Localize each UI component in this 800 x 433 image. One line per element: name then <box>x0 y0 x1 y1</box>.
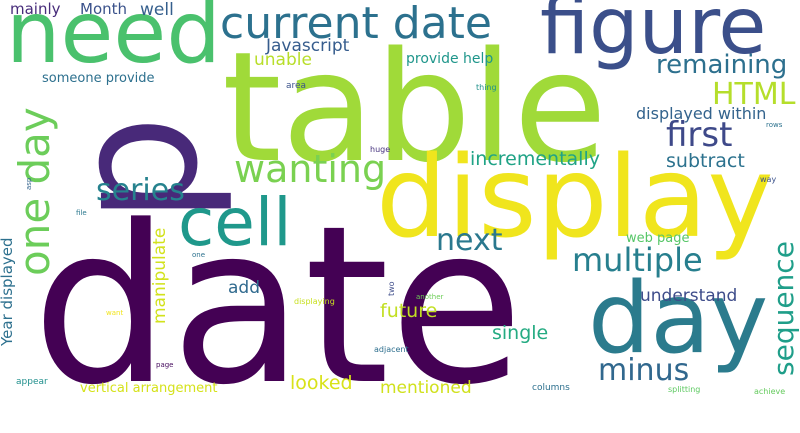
word: columns <box>532 383 570 393</box>
word: add <box>228 278 260 298</box>
word: manipulate <box>150 227 170 324</box>
word: sequence <box>767 241 800 376</box>
word: achieve <box>754 387 786 396</box>
word: cell <box>178 184 292 261</box>
word: want <box>106 309 124 317</box>
word: next <box>436 223 503 258</box>
word: one <box>192 251 206 259</box>
word: another <box>416 293 444 301</box>
word: mainly <box>10 0 61 18</box>
word: page <box>156 361 174 369</box>
word: looked <box>290 372 353 394</box>
word: two <box>387 281 396 296</box>
word: single <box>492 322 549 344</box>
word: thing <box>476 83 497 92</box>
word: someone provide <box>42 71 155 86</box>
word: table <box>222 19 607 196</box>
word: one day <box>10 107 59 276</box>
word: need <box>6 0 221 83</box>
word: file <box>76 209 87 217</box>
word: current date <box>220 0 492 49</box>
word: rows <box>766 121 783 129</box>
word: splitting <box>668 385 701 394</box>
word: remaining <box>656 50 788 80</box>
word: area <box>286 81 307 91</box>
word: provide help <box>406 51 494 67</box>
word: asp <box>25 177 33 190</box>
word: unable <box>254 50 312 70</box>
word: date <box>32 180 524 433</box>
word: Year displayed <box>0 237 16 346</box>
word: displayed within <box>636 104 767 123</box>
word: wanting <box>234 147 387 191</box>
word: HTML <box>712 77 796 112</box>
word: multiple <box>572 241 703 279</box>
word: way <box>760 175 777 184</box>
word: displaying <box>294 297 335 306</box>
word: adjacent <box>374 345 409 354</box>
word: subtract <box>666 150 745 172</box>
word: incrementally <box>470 148 600 170</box>
word-cloud: date table display figure need day p cur… <box>0 0 800 416</box>
word: display <box>376 133 774 263</box>
word: appear <box>16 377 48 387</box>
word: first <box>666 115 733 155</box>
word: figure <box>540 0 767 72</box>
word: understand <box>640 286 738 306</box>
word: series <box>96 173 185 208</box>
word: well <box>140 0 174 20</box>
word: huge <box>370 145 391 154</box>
word: mentioned <box>380 378 472 398</box>
word: future <box>380 300 438 322</box>
word: day <box>588 262 769 376</box>
word: Month <box>80 0 128 18</box>
word: web page <box>626 231 690 246</box>
word: Javascript <box>266 36 350 56</box>
word: vertical arrangement <box>80 381 218 396</box>
word: minus <box>598 353 690 388</box>
